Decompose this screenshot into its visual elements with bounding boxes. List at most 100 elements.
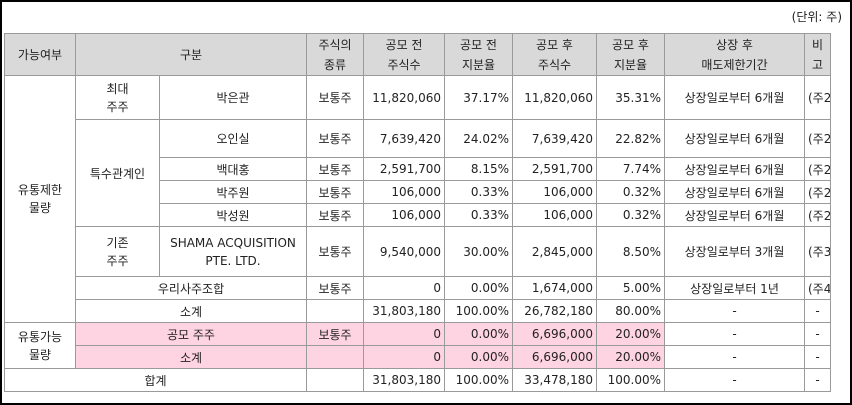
subtotal-label: 소계 [75,345,307,369]
post-pct: 35.31% [596,75,665,120]
note: (주2) [804,157,831,181]
pre-shares: 0 [363,322,445,346]
table-row: 기존 주주 SHAMA ACQUISITION PTE. LTD. 보통주 9,54… [5,226,831,277]
header-cell: 공모 후 지분율 [596,33,665,76]
pre-shares: 2,591,700 [363,157,445,181]
header-cell: 공모 전 지분율 [444,33,513,76]
total-label: 합계 [4,368,307,392]
share-type: 보통주 [306,157,364,181]
table-row: 박주원 보통주 106,000 0.33% 106,000 0.32% 상장일로… [5,180,831,204]
header-cell: 비고 [804,33,831,76]
pre-pct: 100.00% [444,368,513,392]
table-row: 백대홍 보통주 2,591,700 8.15% 2,591,700 7.74% … [5,157,831,181]
pre-pct: 30.00% [444,226,513,277]
post-pct: 0.32% [596,203,665,227]
unit-label: (단위: 주) [791,10,842,24]
header-cell: 공모 후 주식수 [512,33,597,76]
share-type [306,299,364,323]
pre-shares: 7,639,420 [363,119,445,158]
pre-pct: 8.15% [444,157,513,181]
note: - [804,368,831,392]
table-row: 박성원 보통주 106,000 0.33% 106,000 0.32% 상장일로… [5,203,831,227]
pre-pct: 0.33% [444,180,513,204]
note: (주2) [804,75,831,120]
subtotal-row: 소계 0 0.00% 6,696,000 20.00% - - [5,345,831,369]
pre-shares: 106,000 [363,203,445,227]
pre-shares: 31,803,180 [363,368,445,392]
lockup-period: - [664,368,805,392]
holder-name: 공모 주주 [75,322,307,346]
pre-shares: 11,820,060 [363,75,445,120]
lockup-period: - [664,299,805,323]
lockup-period: 상장일로부터 6개월 [664,203,805,227]
restricted-label: 유통제한 물량 [4,75,76,323]
table-row: 특수관계인 오인실 보통주 7,639,420 24.02% 7,639,420… [5,119,831,227]
post-shares: 106,000 [512,203,597,227]
holder-name: SHAMA ACQUISITION PTE. LTD. [159,226,307,277]
post-shares: 11,820,060 [512,75,597,120]
pre-shares: 0 [363,276,445,300]
lockup-period: 상장일로부터 6개월 [664,180,805,204]
post-pct: 0.32% [596,180,665,204]
header-row: 가능여부 구분 주식의 종류 공모 전 주식수 공모 전 지분율 공모 후 주식수 공모… [4,33,831,76]
total-row: 합계 31,803,180 100.00% 33,478,180 100.00%… [4,368,831,392]
lockup-period: 상장일로부터 3개월 [664,226,805,277]
lockup-period: - [664,345,805,369]
table-row: 우리사주조합 보통주 0 0.00% 1,674,000 5.00% 상장일로부… [5,276,831,300]
post-shares: 2,591,700 [512,157,597,181]
post-pct: 80.00% [596,299,665,323]
post-pct: 100.00% [596,368,665,392]
note: - [804,322,831,346]
note: (주2) [804,203,831,227]
post-shares: 26,782,180 [512,299,597,323]
subtotal-row: 소계 31,803,180 100.00% 26,782,180 80.00% … [5,299,831,323]
table-row: 유통제한 물량 최대 주주 박은관 보통주 11,820,060 37.17% 11… [4,75,831,323]
note: (주2) [804,119,831,158]
share-type: 보통주 [306,276,364,300]
share-type: 보통주 [306,322,364,346]
share-type: 보통주 [306,75,364,120]
share-type: 보통주 [306,119,364,158]
share-type [306,345,364,369]
share-type: 보통주 [306,203,364,227]
header-cell: 구분 [75,33,307,76]
post-shares: 7,639,420 [512,119,597,158]
note: - [804,299,831,323]
header-cell: 상장 후 매도제한기간 [664,33,805,76]
share-type [306,368,364,392]
lockup-period: 상장일로부터 6개월 [664,75,805,120]
post-shares: 1,674,000 [512,276,597,300]
post-pct: 5.00% [596,276,665,300]
holder-name: 박주원 [159,180,307,204]
post-pct: 8.50% [596,226,665,277]
post-shares: 33,478,180 [512,368,597,392]
pre-pct: 100.00% [444,299,513,323]
pre-pct: 0.00% [444,322,513,346]
holder-name: 백대홍 [159,157,307,181]
share-type: 보통주 [306,226,364,277]
lockup-period: 상장일로부터 6개월 [664,119,805,158]
group-label-largest: 최대 주주 [75,75,160,120]
pre-pct: 0.00% [444,276,513,300]
header-cell: 주식의 종류 [306,33,364,76]
post-shares: 2,845,000 [512,226,597,277]
holder-name: 박성원 [159,203,307,227]
post-pct: 20.00% [596,322,665,346]
subtotal-label: 소계 [75,299,307,323]
post-pct: 20.00% [596,345,665,369]
header-cell: 가능여부 [4,33,76,76]
lockup-period: 상장일로부터 6개월 [664,157,805,181]
note: (주2) [804,180,831,204]
pre-shares: 0 [363,345,445,369]
post-shares: 6,696,000 [512,345,597,369]
post-pct: 22.82% [596,119,665,158]
note: (주4) [804,276,831,300]
holder-name: 오인실 [159,119,307,158]
pre-pct: 24.02% [444,119,513,158]
tradable-label: 유통가능 물량 [4,322,76,369]
header-cell: 공모 전 주식수 [363,33,445,76]
pre-pct: 0.00% [444,345,513,369]
pre-pct: 37.17% [444,75,513,120]
pre-pct: 0.33% [444,203,513,227]
pre-shares: 106,000 [363,180,445,204]
